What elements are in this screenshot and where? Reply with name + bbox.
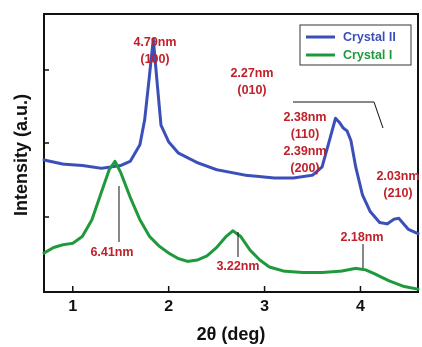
x-axis-title: 2θ (deg) — [197, 324, 266, 344]
annotation-label: 2.27nm — [230, 66, 273, 80]
x-axis-ticks: 1 2 3 4 — [68, 286, 365, 315]
y-axis-title: Intensity (a.u.) — [11, 94, 31, 216]
annotation-label: (200) — [290, 161, 319, 175]
annotation-label: (100) — [140, 52, 169, 66]
x-tick-label: 1 — [68, 298, 77, 315]
annotation-label: (210) — [383, 186, 412, 200]
annotation-label: (010) — [237, 83, 266, 97]
annotation-label: (110) — [291, 127, 320, 141]
x-tick-label: 3 — [260, 298, 269, 315]
leader-line-010 — [373, 101, 384, 129]
annotation-label: 6.41nm — [90, 245, 133, 259]
annotation-label: 2.38nm — [283, 110, 326, 124]
annotation-leaders — [118, 101, 384, 268]
annotation-label: 4.79nm — [133, 35, 176, 49]
annotation-label: 2.03nm — [376, 169, 419, 183]
x-tick-label: 4 — [356, 298, 365, 315]
legend-label-crystal-ii: Crystal II — [343, 30, 396, 44]
y-axis-ticks — [44, 69, 49, 218]
annotation-label: 2.18nm — [340, 230, 383, 244]
annotation-label: 3.22nm — [216, 259, 259, 273]
legend-box — [299, 24, 412, 66]
series-line-crystal-ii — [42, 37, 420, 236]
annotation-label: 2.39nm — [283, 144, 326, 158]
plot-frame — [43, 13, 419, 293]
x-tick-label: 2 — [164, 298, 173, 315]
annotations: 4.79nm (100) 2.27nm (010) 2.38nm (110) 2… — [90, 35, 419, 273]
legend-label-crystal-i: Crystal I — [343, 48, 392, 62]
legend: Crystal II Crystal I — [299, 24, 412, 66]
series-line-crystal-i — [42, 159, 420, 291]
